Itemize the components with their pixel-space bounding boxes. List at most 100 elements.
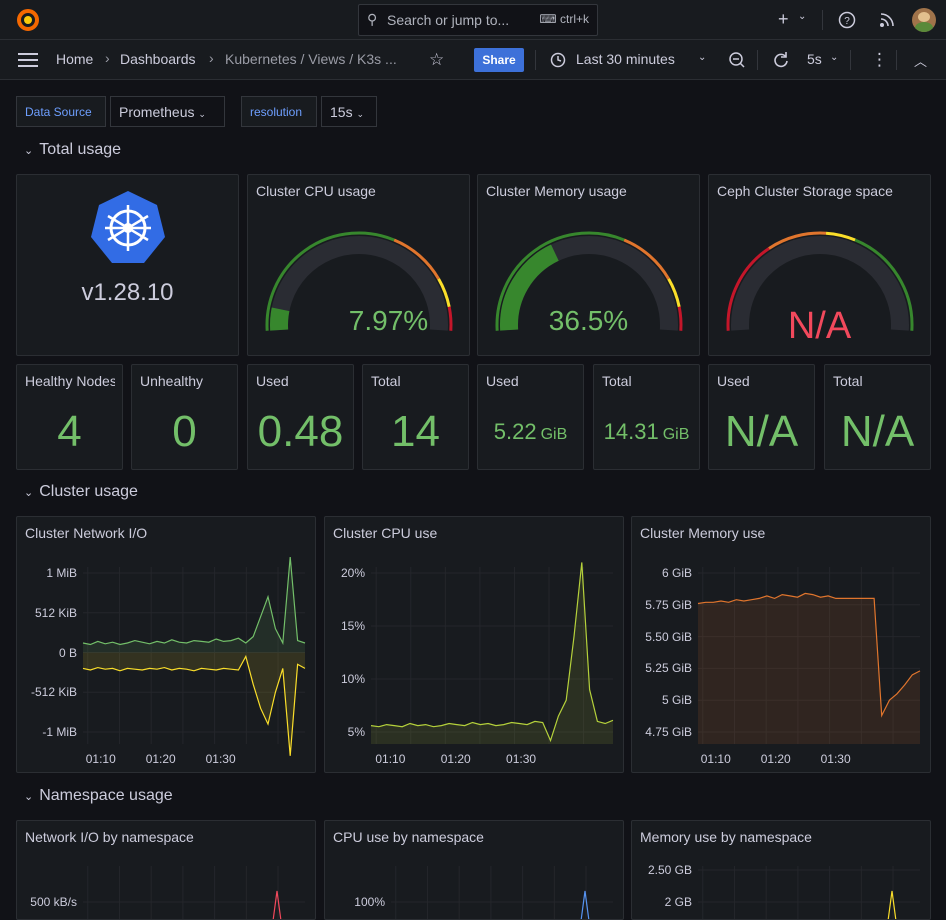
kubernetes-version-value: v1.28.10 [81, 279, 174, 306]
top-bar: ⚲ Search or jump to... ⌨ ctrl+k + ⌄ ? [0, 0, 946, 40]
more-options-icon[interactable]: ⋮ [871, 50, 888, 69]
chevron-down-icon[interactable]: ⌄ [830, 52, 839, 63]
stat-title: Total [371, 373, 401, 389]
breadcrumb-dashboards[interactable]: Dashboards [120, 51, 196, 67]
series-area [83, 652, 305, 756]
series-line-transmitted[interactable] [82, 654, 306, 756]
chart-canvas [370, 562, 614, 744]
panel-title: Memory use by namespace [640, 829, 812, 845]
y-tick-label: 20% [340, 566, 365, 580]
time-range-picker[interactable]: Last 30 minutes [576, 51, 675, 67]
y-tick-label: 10% [340, 672, 365, 686]
stat-title: Healthy Nodes [25, 373, 115, 389]
y-tick-label: 5 GiB [661, 693, 692, 708]
divider [757, 50, 758, 70]
gauge-threshold-band [768, 231, 827, 250]
y-tick-label: -1 MiB [42, 725, 77, 739]
cpu-gauge [265, 231, 453, 331]
panel-title: Ceph Cluster Storage space [717, 183, 893, 199]
stat-panel: Used N/A [708, 364, 815, 470]
datasource-select[interactable]: Prometheus ⌄ [110, 96, 225, 127]
collapse-icon[interactable]: ︿ [914, 54, 928, 69]
x-tick-label: 01:10 [85, 752, 116, 766]
breadcrumb-home[interactable]: Home [56, 51, 94, 67]
search-icon: ⚲ [367, 11, 378, 27]
chevron-down-icon: ⌄ [24, 487, 34, 499]
series-line-memory[interactable] [697, 592, 921, 718]
row-header-cluster-usage[interactable]: ⌄ Cluster usage [24, 483, 138, 500]
add-icon[interactable]: + [778, 9, 789, 29]
x-tick-label: 01:20 [440, 752, 471, 766]
y-tick-label: 6 GiB [661, 566, 692, 580]
gauge-threshold-band [825, 231, 856, 242]
help-icon[interactable]: ? [838, 11, 856, 29]
divider [850, 50, 851, 70]
y-tick-label: 15% [340, 619, 365, 633]
gauge-threshold-band [495, 231, 625, 331]
gauge-value: 36.5% [548, 305, 629, 336]
kubernetes-version-panel: v1.28.10 [16, 174, 239, 356]
svg-text:?: ? [844, 16, 850, 27]
gauge-fill [270, 307, 290, 331]
stat-panel: Healthy Nodes 4 [16, 364, 123, 470]
search-placeholder: Search or jump to... [387, 12, 510, 28]
stat-panel: Used 0.48 [247, 364, 354, 470]
gauge-threshold-band [447, 306, 453, 331]
gauge-threshold-band [623, 238, 670, 280]
kubernetes-logo-icon [91, 191, 165, 263]
stat-value: N/A [709, 407, 814, 457]
y-tick-label: 500 kB/s [30, 895, 77, 909]
series-area [698, 593, 920, 744]
row-header-total-usage[interactable]: ⌄ Total usage [24, 141, 122, 158]
gauge-threshold-band [726, 247, 770, 331]
storage-gauge [726, 231, 914, 331]
gauge-track [270, 236, 448, 331]
series-area [371, 562, 613, 744]
series-line-received[interactable] [82, 557, 306, 646]
stat-number: 14.31 [603, 419, 659, 444]
avatar[interactable] [912, 8, 936, 32]
stat-value: 4 [17, 407, 122, 457]
zoom-out-icon[interactable] [728, 51, 746, 69]
resolution-select[interactable]: 15s ⌄ [321, 96, 377, 127]
share-button[interactable]: Share [474, 48, 524, 72]
stat-title: Used [486, 373, 519, 389]
chevron-down-icon: ⌄ [24, 791, 34, 803]
gauge-threshold-band [265, 231, 395, 331]
stat-title: Used [256, 373, 289, 389]
variable-label-resolution: resolution [241, 96, 317, 127]
gauge-threshold-band [677, 306, 683, 331]
y-tick-label: 0 B [58, 645, 77, 660]
y-tick-label: 1 MiB [46, 566, 77, 580]
refresh-icon[interactable] [772, 51, 790, 69]
stat-title: Total [833, 373, 863, 389]
refresh-interval-picker[interactable]: 5s [807, 51, 822, 67]
star-icon[interactable]: ☆ [429, 50, 445, 69]
x-tick-label: 01:30 [820, 752, 851, 766]
y-tick-label: -512 KiB [30, 685, 77, 700]
chevron-down-icon[interactable]: ⌄ [698, 52, 707, 63]
stat-number: N/A [840, 407, 915, 456]
gauge-panel-cpu: Cluster CPU usage 7.97% [247, 174, 470, 356]
series-line-cpu[interactable] [370, 562, 614, 743]
y-tick-label: 5.75 GiB [645, 597, 692, 612]
chevron-down-icon[interactable]: ⌄ [798, 11, 807, 22]
gauge-fill [500, 244, 559, 331]
y-tick-label: 100% [354, 895, 385, 909]
chart-canvas [82, 557, 306, 756]
gauge-threshold-band [854, 238, 914, 331]
menu-icon[interactable] [18, 51, 40, 69]
stat-unit: GiB [662, 426, 690, 443]
search-input[interactable]: ⚲ Search or jump to... ⌨ ctrl+k [358, 4, 598, 36]
row-header-namespace-usage[interactable]: ⌄ Namespace usage [24, 787, 173, 804]
panel-title: Cluster Network I/O [25, 525, 148, 541]
chevron-down-icon: ⌄ [24, 145, 34, 157]
grafana-logo-icon[interactable] [8, 0, 48, 40]
gauge-threshold-band [437, 278, 451, 308]
x-tick-label: 01:10 [700, 752, 731, 766]
rss-news-icon[interactable] [878, 11, 896, 29]
clock-icon[interactable] [550, 52, 566, 68]
breadcrumb-separator: › [209, 50, 214, 66]
gauge-track [731, 236, 909, 331]
chart-panel-cluster-network-io: Cluster Network I/O 1 MiB 512 KiB 0 B -512 K… [16, 516, 316, 773]
